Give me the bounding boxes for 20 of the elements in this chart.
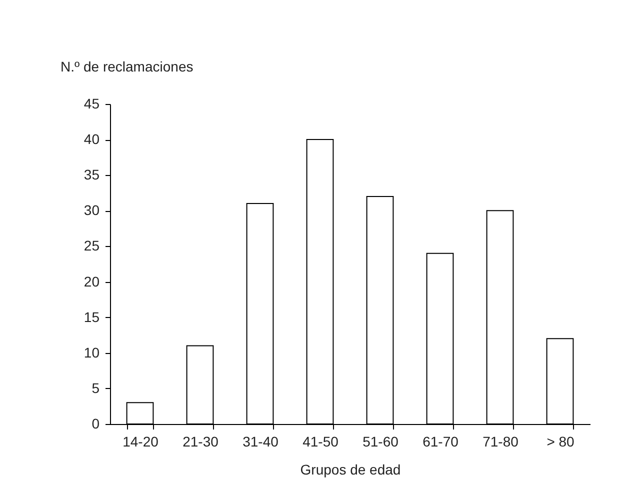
y-tick-label: 30 xyxy=(84,202,100,218)
y-tick-label: 15 xyxy=(84,308,100,325)
x-axis-title: Grupos de edad xyxy=(300,462,401,478)
y-tick-label: 5 xyxy=(92,380,100,396)
y-axis-title: N.º de reclamaciones xyxy=(60,58,194,74)
y-tick-label: 40 xyxy=(84,131,100,148)
y-tick-label: 45 xyxy=(84,96,100,112)
y-tick-label: 10 xyxy=(84,344,100,360)
y-tick-label: 20 xyxy=(84,273,100,290)
x-tick-label: 14-20 xyxy=(122,434,159,450)
y-tick-label: 35 xyxy=(84,166,100,183)
x-tick-label: 21-30 xyxy=(182,434,219,450)
x-tick-label: 31-40 xyxy=(242,434,279,450)
x-tick-label: 41-50 xyxy=(302,434,339,450)
y-tick-label: 25 xyxy=(84,238,100,254)
x-tick-label: > 80 xyxy=(546,434,575,450)
x-tick-label: 61-70 xyxy=(422,434,459,450)
x-tick-label: 71-80 xyxy=(482,434,519,450)
x-tick-label: 51-60 xyxy=(362,434,399,450)
y-tick-label: 0 xyxy=(92,416,100,432)
